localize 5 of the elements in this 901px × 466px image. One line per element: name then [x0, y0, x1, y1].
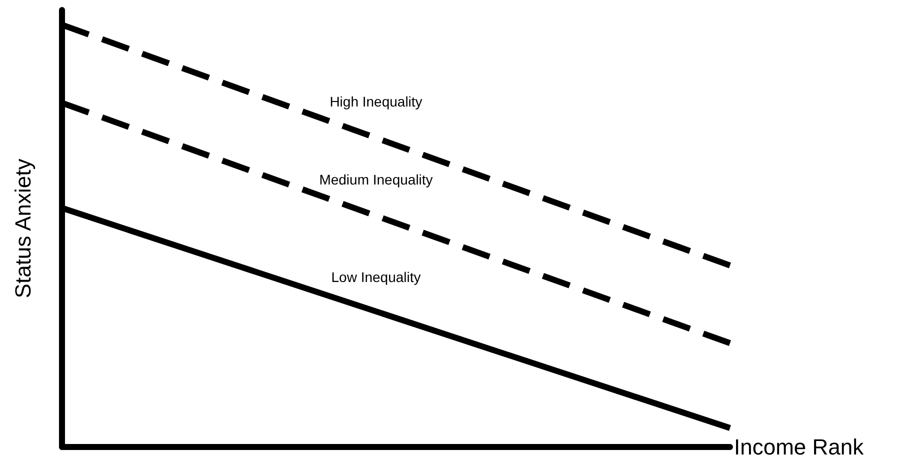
- x-axis-title: Income Rank: [734, 434, 865, 460]
- series-label: Medium Inequality: [319, 172, 433, 188]
- series-label: Low Inequality: [331, 269, 421, 286]
- series-label: High Inequality: [330, 94, 422, 110]
- y-axis-title: Status Anxiety: [10, 158, 36, 298]
